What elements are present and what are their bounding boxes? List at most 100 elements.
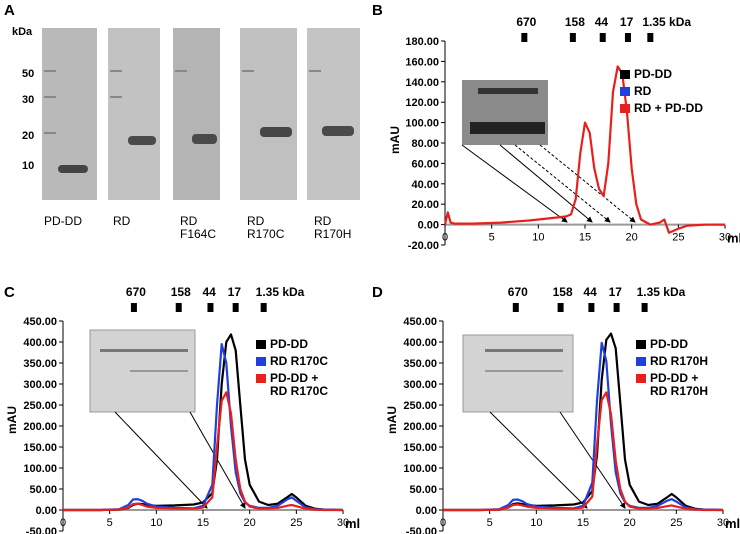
size-standard-marker: [175, 303, 182, 312]
legend-swatch: [636, 340, 646, 349]
size-standard-label: 670: [126, 285, 146, 299]
x-tick-label: 15: [577, 517, 589, 529]
y-tick-label: 100.00: [403, 463, 437, 475]
size-standard-marker: [588, 303, 595, 312]
size-standard-marker: [624, 33, 631, 42]
legend-swatch: [636, 357, 646, 366]
legend-entry: PD-DD: [256, 338, 308, 351]
size-standard-label: 44: [583, 285, 597, 299]
gel-marker-label: 10: [22, 160, 35, 172]
panel-letter: D: [372, 284, 383, 301]
legend-entry: RD R170H: [636, 355, 708, 368]
y-tick-label: 300.00: [23, 379, 57, 391]
legend-entry: PD-DD + RD R170H: [636, 372, 708, 398]
legend-swatch: [256, 340, 266, 349]
y-tick-label: 60.00: [411, 158, 439, 170]
gel-marker-label: 30: [22, 94, 35, 106]
y-axis-label: mAU: [388, 126, 402, 154]
y-tick-label: 150.00: [23, 442, 57, 454]
size-standard-marker: [130, 303, 137, 312]
size-standard-label: 670: [516, 15, 536, 29]
series-line: [63, 343, 344, 512]
size-standard-marker: [260, 303, 267, 312]
y-tick-label: 400.00: [403, 337, 437, 349]
x-tick-label: 5: [489, 232, 495, 244]
size-standard-marker: [569, 33, 576, 42]
x-tick-label: 5: [107, 517, 113, 529]
y-tick-label: 80.00: [411, 138, 439, 150]
y-tick-label: 0.00: [418, 220, 439, 232]
x-tick-label: 15: [197, 517, 209, 529]
size-standard-label: 44: [595, 15, 609, 29]
legend-entry: RD R170C: [256, 355, 328, 368]
size-standard-marker: [599, 33, 606, 42]
lane-label: RD R170H: [314, 214, 352, 241]
x-tick-label: 10: [530, 517, 542, 529]
x-axis-label: ml: [345, 516, 360, 531]
lane-label: RD F164C: [180, 214, 217, 241]
legend-entry: PD-DD + RD R170C: [256, 372, 328, 398]
y-tick-label: 200.00: [403, 421, 437, 433]
series-line: [443, 341, 724, 512]
legend-swatch: [620, 87, 630, 96]
y-tick-label: -20.00: [408, 240, 439, 252]
y-tick-label: 400.00: [23, 337, 57, 349]
x-axis-label: ml: [725, 516, 740, 531]
y-tick-label: 100.00: [405, 118, 439, 130]
series-line: [63, 391, 343, 512]
size-standard-label: 158: [565, 15, 585, 29]
x-tick-label: 10: [532, 232, 544, 244]
y-tick-label: 50.00: [409, 484, 437, 496]
y-tick-label: 20.00: [411, 199, 439, 211]
y-tick-label: 300.00: [403, 379, 437, 391]
y-tick-label: 160.00: [405, 56, 439, 68]
legend-swatch: [620, 70, 630, 79]
y-tick-label: 100.00: [23, 463, 57, 475]
gel-insets: [89, 80, 574, 413]
x-tick-label: 0: [442, 232, 448, 244]
x-axis-label: ml: [727, 231, 740, 246]
y-tick-label: 50.00: [29, 484, 57, 496]
y-tick-label: 150.00: [403, 442, 437, 454]
y-tick-label: -50.00: [406, 526, 437, 534]
lane-label: RD: [113, 214, 131, 228]
size-standard-label: 158: [171, 285, 191, 299]
y-tick-label: 250.00: [23, 400, 57, 412]
size-standard-label: 17: [609, 285, 623, 299]
x-tick-label: 10: [150, 517, 162, 529]
gel-marker-label: 50: [22, 68, 35, 80]
y-tick-label: 40.00: [411, 179, 439, 191]
gels: [42, 28, 360, 200]
size-standard-label: 17: [620, 15, 634, 29]
size-standard-marker: [557, 303, 564, 312]
y-tick-label: -50.00: [26, 526, 57, 534]
legend-entry: RD + PD-DD: [620, 102, 703, 115]
y-tick-label: 0.00: [36, 505, 57, 517]
size-standard-label: 670: [508, 285, 528, 299]
x-tick-label: 15: [579, 232, 591, 244]
x-tick-label: 30: [719, 232, 731, 244]
legend-swatch: [620, 104, 630, 113]
panel-letter: A: [4, 2, 15, 19]
y-tick-label: 250.00: [403, 400, 437, 412]
size-standard-marker: [232, 303, 239, 312]
size-standard-marker: [512, 303, 519, 312]
x-tick-label: 25: [670, 517, 682, 529]
gel-marker-label: 20: [22, 130, 35, 142]
size-standard-marker: [647, 33, 654, 42]
legend-swatch: [256, 374, 266, 383]
panel-letter: B: [372, 2, 383, 19]
legend-swatch: [636, 374, 646, 383]
y-tick-label: 0.00: [416, 505, 437, 517]
x-tick-label: 20: [244, 517, 256, 529]
y-axis-label: mAU: [5, 406, 19, 434]
y-tick-label: 450.00: [403, 316, 437, 328]
size-standard-marker: [641, 303, 648, 312]
x-tick-label: 20: [626, 232, 638, 244]
y-tick-label: 350.00: [403, 358, 437, 370]
x-tick-label: 5: [487, 517, 493, 529]
y-tick-label: 200.00: [23, 421, 57, 433]
x-tick-label: 25: [672, 232, 684, 244]
